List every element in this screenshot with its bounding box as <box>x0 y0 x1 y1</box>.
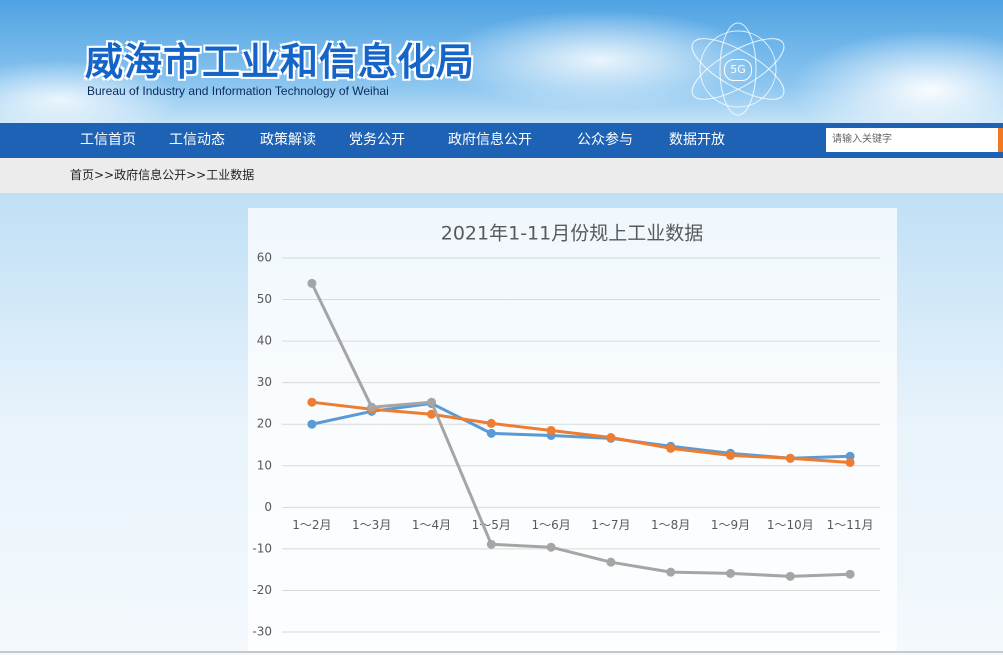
badge-graphic: 5G <box>680 20 790 120</box>
point <box>786 572 795 581</box>
nav-item[interactable]: 政府信息公开 <box>448 123 532 158</box>
point <box>666 444 675 453</box>
nav-item[interactable]: 党务公开 <box>349 123 405 158</box>
point <box>606 558 615 567</box>
nav-item[interactable]: 工信动态 <box>169 123 225 158</box>
point <box>606 433 615 442</box>
x-tick-label: 1～8月 <box>651 518 690 532</box>
point <box>307 279 316 288</box>
point <box>726 569 735 578</box>
y-tick-label: 60 <box>257 251 272 265</box>
search-placeholder: 请输入关键字 <box>832 128 892 152</box>
x-tick-label: 1～5月 <box>472 518 511 532</box>
point <box>427 398 436 407</box>
site-title: 威海市工业和信息化局 <box>85 42 475 82</box>
point <box>547 543 556 552</box>
nav-item[interactable]: 公众参与 <box>577 123 633 158</box>
y-tick-label: -10 <box>252 541 272 555</box>
y-tick-label: -20 <box>252 583 272 597</box>
point <box>487 429 496 438</box>
x-tick-label: 1～10月 <box>767 518 814 532</box>
x-tick-label: 1～6月 <box>531 518 570 532</box>
x-tick-label: 1～2月 <box>292 518 331 532</box>
nav-item[interactable]: 工信首页 <box>80 123 136 158</box>
point <box>487 419 496 428</box>
site-subtitle: Bureau of Industry and Information Techn… <box>87 84 389 98</box>
chart-panel: 2021年1-11月份规上工业数据 -30 -20 -10 0 10 20 30 40 50 60… <box>248 208 897 652</box>
point <box>846 570 855 579</box>
x-tick-label: 1～3月 <box>352 518 391 532</box>
x-tick-label: 1～4月 <box>412 518 451 532</box>
x-tick-label: 1～11月 <box>827 518 874 532</box>
badge: 5G <box>724 59 752 81</box>
series-line <box>312 283 850 576</box>
chart: 2021年1-11月份规上工业数据 -30 -20 -10 0 10 20 30 40 50 60… <box>248 208 897 652</box>
x-tick-label: 1～7月 <box>591 518 630 532</box>
y-tick-label: 0 <box>264 500 272 514</box>
x-tick-label: 1～9月 <box>711 518 750 532</box>
y-tick-label: 40 <box>257 334 272 348</box>
point <box>786 454 795 463</box>
point <box>307 398 316 407</box>
footer-rule <box>0 651 1003 653</box>
page: 威海市工业和信息化局 Bureau of Industry and Inform… <box>0 0 1003 655</box>
point <box>846 458 855 467</box>
y-tick-label: 10 <box>257 458 272 472</box>
series-line <box>312 402 850 462</box>
y-tick-label: 50 <box>257 292 272 306</box>
point <box>726 451 735 460</box>
breadcrumb-bar: 首页>>政府信息公开>>工业数据 <box>0 158 1003 193</box>
nav-item[interactable]: 数据开放 <box>669 123 725 158</box>
breadcrumb: 首页>>政府信息公开>>工业数据 <box>70 158 254 193</box>
search-box[interactable]: 请输入关键字 <box>826 128 1003 152</box>
chart-title: 2021年1-11月份规上工业数据 <box>441 223 703 245</box>
nav-item[interactable]: 政策解读 <box>260 123 316 158</box>
point <box>367 403 376 412</box>
point <box>487 540 496 549</box>
point <box>547 426 556 435</box>
y-tick-label: 20 <box>257 417 272 431</box>
banner: 威海市工业和信息化局 Bureau of Industry and Inform… <box>0 0 1003 123</box>
point <box>666 568 675 577</box>
point <box>307 420 316 429</box>
y-tick-label: 30 <box>257 375 272 389</box>
y-tick-label: -30 <box>252 625 272 639</box>
